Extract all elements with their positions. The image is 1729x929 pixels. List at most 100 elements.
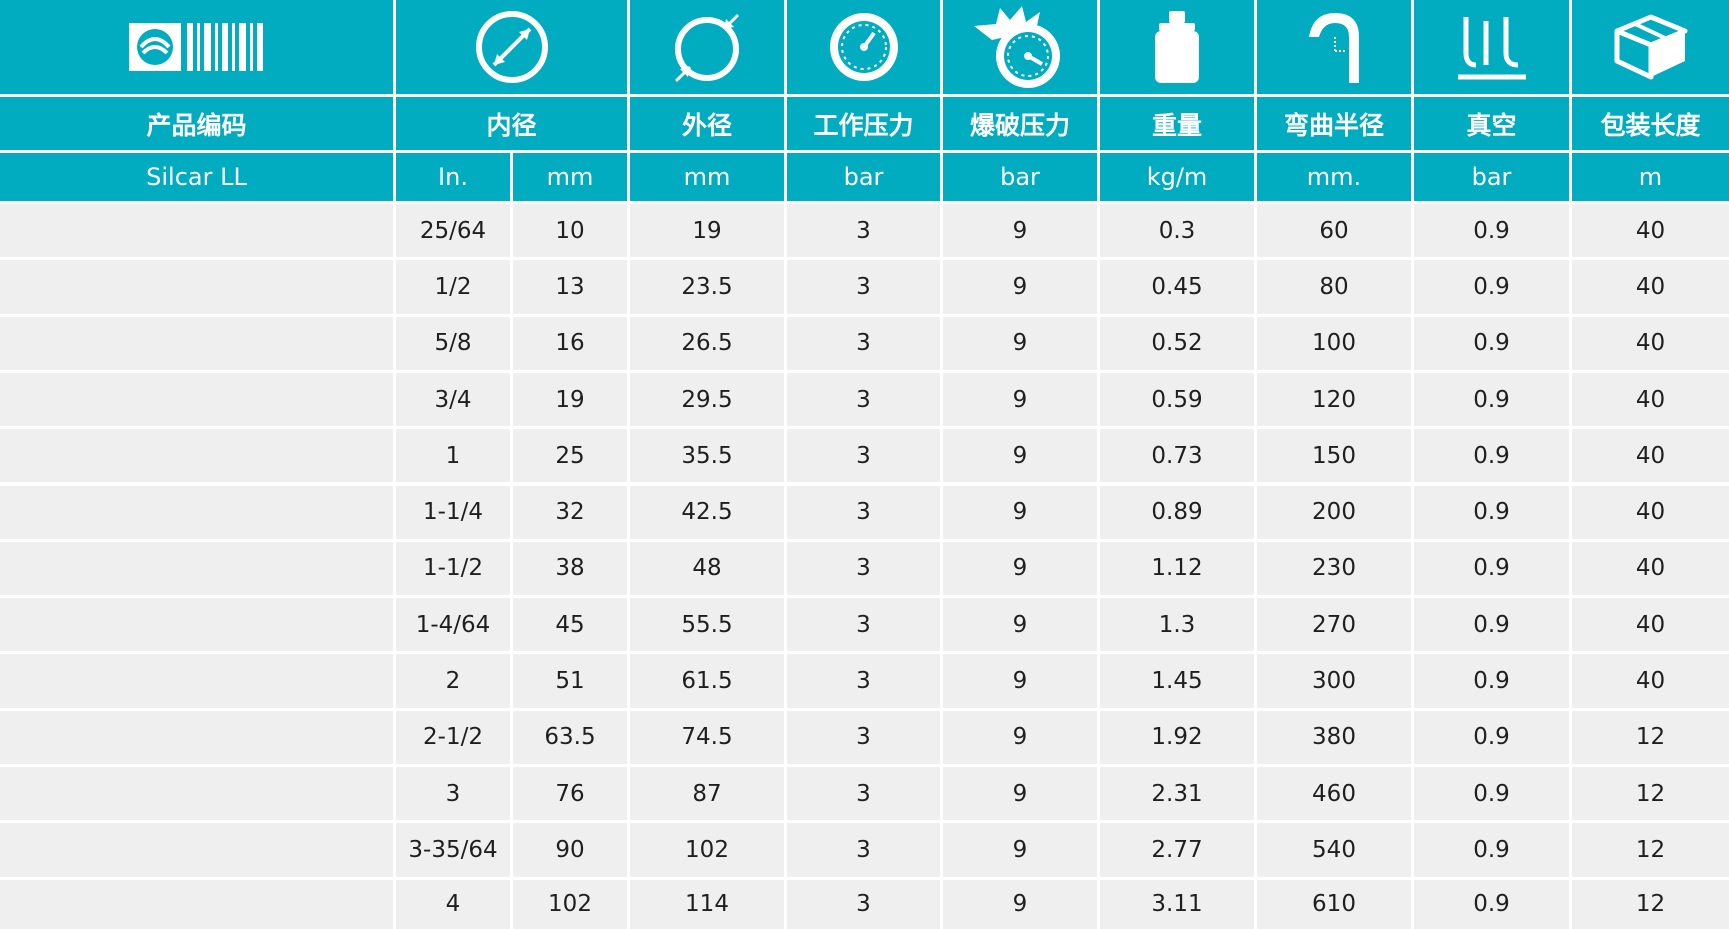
table-cell: 1-1/4: [396, 485, 510, 539]
table-cell: 2.31: [1100, 767, 1254, 821]
unit-label: bar: [943, 153, 1097, 201]
product-code-cell: [0, 767, 393, 821]
table-cell: 12: [1572, 879, 1729, 929]
table-cell: 0.3: [1100, 204, 1254, 258]
table-cell: 0.89: [1100, 485, 1254, 539]
column-label: 真空: [1414, 97, 1569, 150]
table-cell: 40: [1572, 260, 1729, 314]
table-cell: 3: [396, 767, 510, 821]
table-cell: 3-35/64: [396, 823, 510, 877]
unit-label: bar: [1414, 153, 1569, 201]
column-label: 工作压力: [787, 97, 940, 150]
table-cell: 12: [1572, 710, 1729, 764]
table-cell: 0.73: [1100, 429, 1254, 483]
table-cell: 3: [787, 541, 940, 596]
table-cell: 0.9: [1414, 485, 1569, 539]
burst-pressure-gauge-icon: [974, 6, 1060, 88]
product-code-cell: [0, 485, 393, 539]
table-cell: 9: [943, 541, 1097, 596]
table-cell: 16: [513, 316, 627, 370]
table-cell: 2.77: [1100, 823, 1254, 877]
bend-radius-icon: [1309, 13, 1359, 83]
product-code-cell: [0, 598, 393, 652]
unit-label: bar: [787, 153, 940, 201]
table-cell: 9: [943, 823, 1097, 877]
table-cell: 3: [787, 879, 940, 929]
unit-label: kg/m: [1100, 153, 1254, 201]
table-cell: 9: [943, 767, 1097, 821]
table-cell: 23.5: [630, 260, 784, 314]
vacuum-icon: [1457, 17, 1526, 80]
table-cell: 1-4/64: [396, 598, 510, 652]
column-label: 内径: [396, 97, 627, 150]
table-cell: 3: [787, 767, 940, 821]
table-cell: 9: [943, 316, 1097, 370]
table-cell: 3.11: [1100, 879, 1254, 929]
table-cell: 45: [513, 598, 627, 652]
table-cell: 1.45: [1100, 654, 1254, 708]
product-code-cell: [0, 316, 393, 370]
product-code-label: Silcar LL: [0, 153, 393, 201]
table-cell: 102: [513, 879, 627, 929]
table-cell: 9: [943, 879, 1097, 929]
table-cell: 26.5: [630, 316, 784, 370]
table-cell: 4: [396, 879, 510, 929]
inner-diameter-icon: [475, 11, 548, 83]
table-cell: 9: [943, 598, 1097, 652]
outer-diameter-icon: [674, 13, 740, 83]
package-box-icon: [1614, 14, 1687, 80]
table-cell: 19: [630, 204, 784, 258]
column-label: 爆破压力: [943, 97, 1097, 150]
product-code-cell: [0, 879, 393, 929]
table-cell: 0.9: [1414, 598, 1569, 652]
table-cell: 0.9: [1414, 710, 1569, 764]
table-cell: 3: [787, 316, 940, 370]
table-cell: 1.92: [1100, 710, 1254, 764]
table-cell: 460: [1257, 767, 1411, 821]
unit-label: m: [1572, 153, 1729, 201]
table-cell: 29.5: [630, 372, 784, 427]
table-cell: 40: [1572, 541, 1729, 596]
table-cell: 102: [630, 823, 784, 877]
table-cell: 120: [1257, 372, 1411, 427]
table-cell: 2: [396, 654, 510, 708]
table-cell: 63.5: [513, 710, 627, 764]
table-cell: 3/4: [396, 372, 510, 427]
table-cell: 270: [1257, 598, 1411, 652]
table-cell: 74.5: [630, 710, 784, 764]
table-cell: 1.3: [1100, 598, 1254, 652]
table-cell: 3: [787, 429, 940, 483]
header-icon-cell: [943, 0, 1097, 94]
working-pressure-gauge-icon: [829, 13, 898, 81]
table-cell: 32: [513, 485, 627, 539]
table-cell: 12: [1572, 767, 1729, 821]
table-cell: 48: [630, 541, 784, 596]
table-cell: 0.9: [1414, 823, 1569, 877]
unit-label: mm: [630, 153, 784, 201]
table-cell: 80: [1257, 260, 1411, 314]
table-cell: 87: [630, 767, 784, 821]
table-cell: 3: [787, 204, 940, 258]
column-label: 外径: [630, 97, 784, 150]
header-icon-cell: [1572, 0, 1729, 94]
unit-label: In.: [396, 153, 510, 201]
table-cell: 230: [1257, 541, 1411, 596]
product-code-cell: [0, 654, 393, 708]
header-icon-cell: [1100, 0, 1254, 94]
table-cell: 9: [943, 260, 1097, 314]
table-cell: 9: [943, 372, 1097, 427]
table-cell: 55.5: [630, 598, 784, 652]
table-cell: 9: [943, 429, 1097, 483]
column-label: 重量: [1100, 97, 1254, 150]
product-code-cell: [0, 372, 393, 427]
table-cell: 1.12: [1100, 541, 1254, 596]
table-cell: 25: [513, 429, 627, 483]
table-cell: 114: [630, 879, 784, 929]
header-icon-cell: [787, 0, 940, 94]
table-cell: 540: [1257, 823, 1411, 877]
table-cell: 0.45: [1100, 260, 1254, 314]
table-cell: 5/8: [396, 316, 510, 370]
table-cell: 150: [1257, 429, 1411, 483]
table-cell: 0.9: [1414, 767, 1569, 821]
table-cell: 3: [787, 598, 940, 652]
